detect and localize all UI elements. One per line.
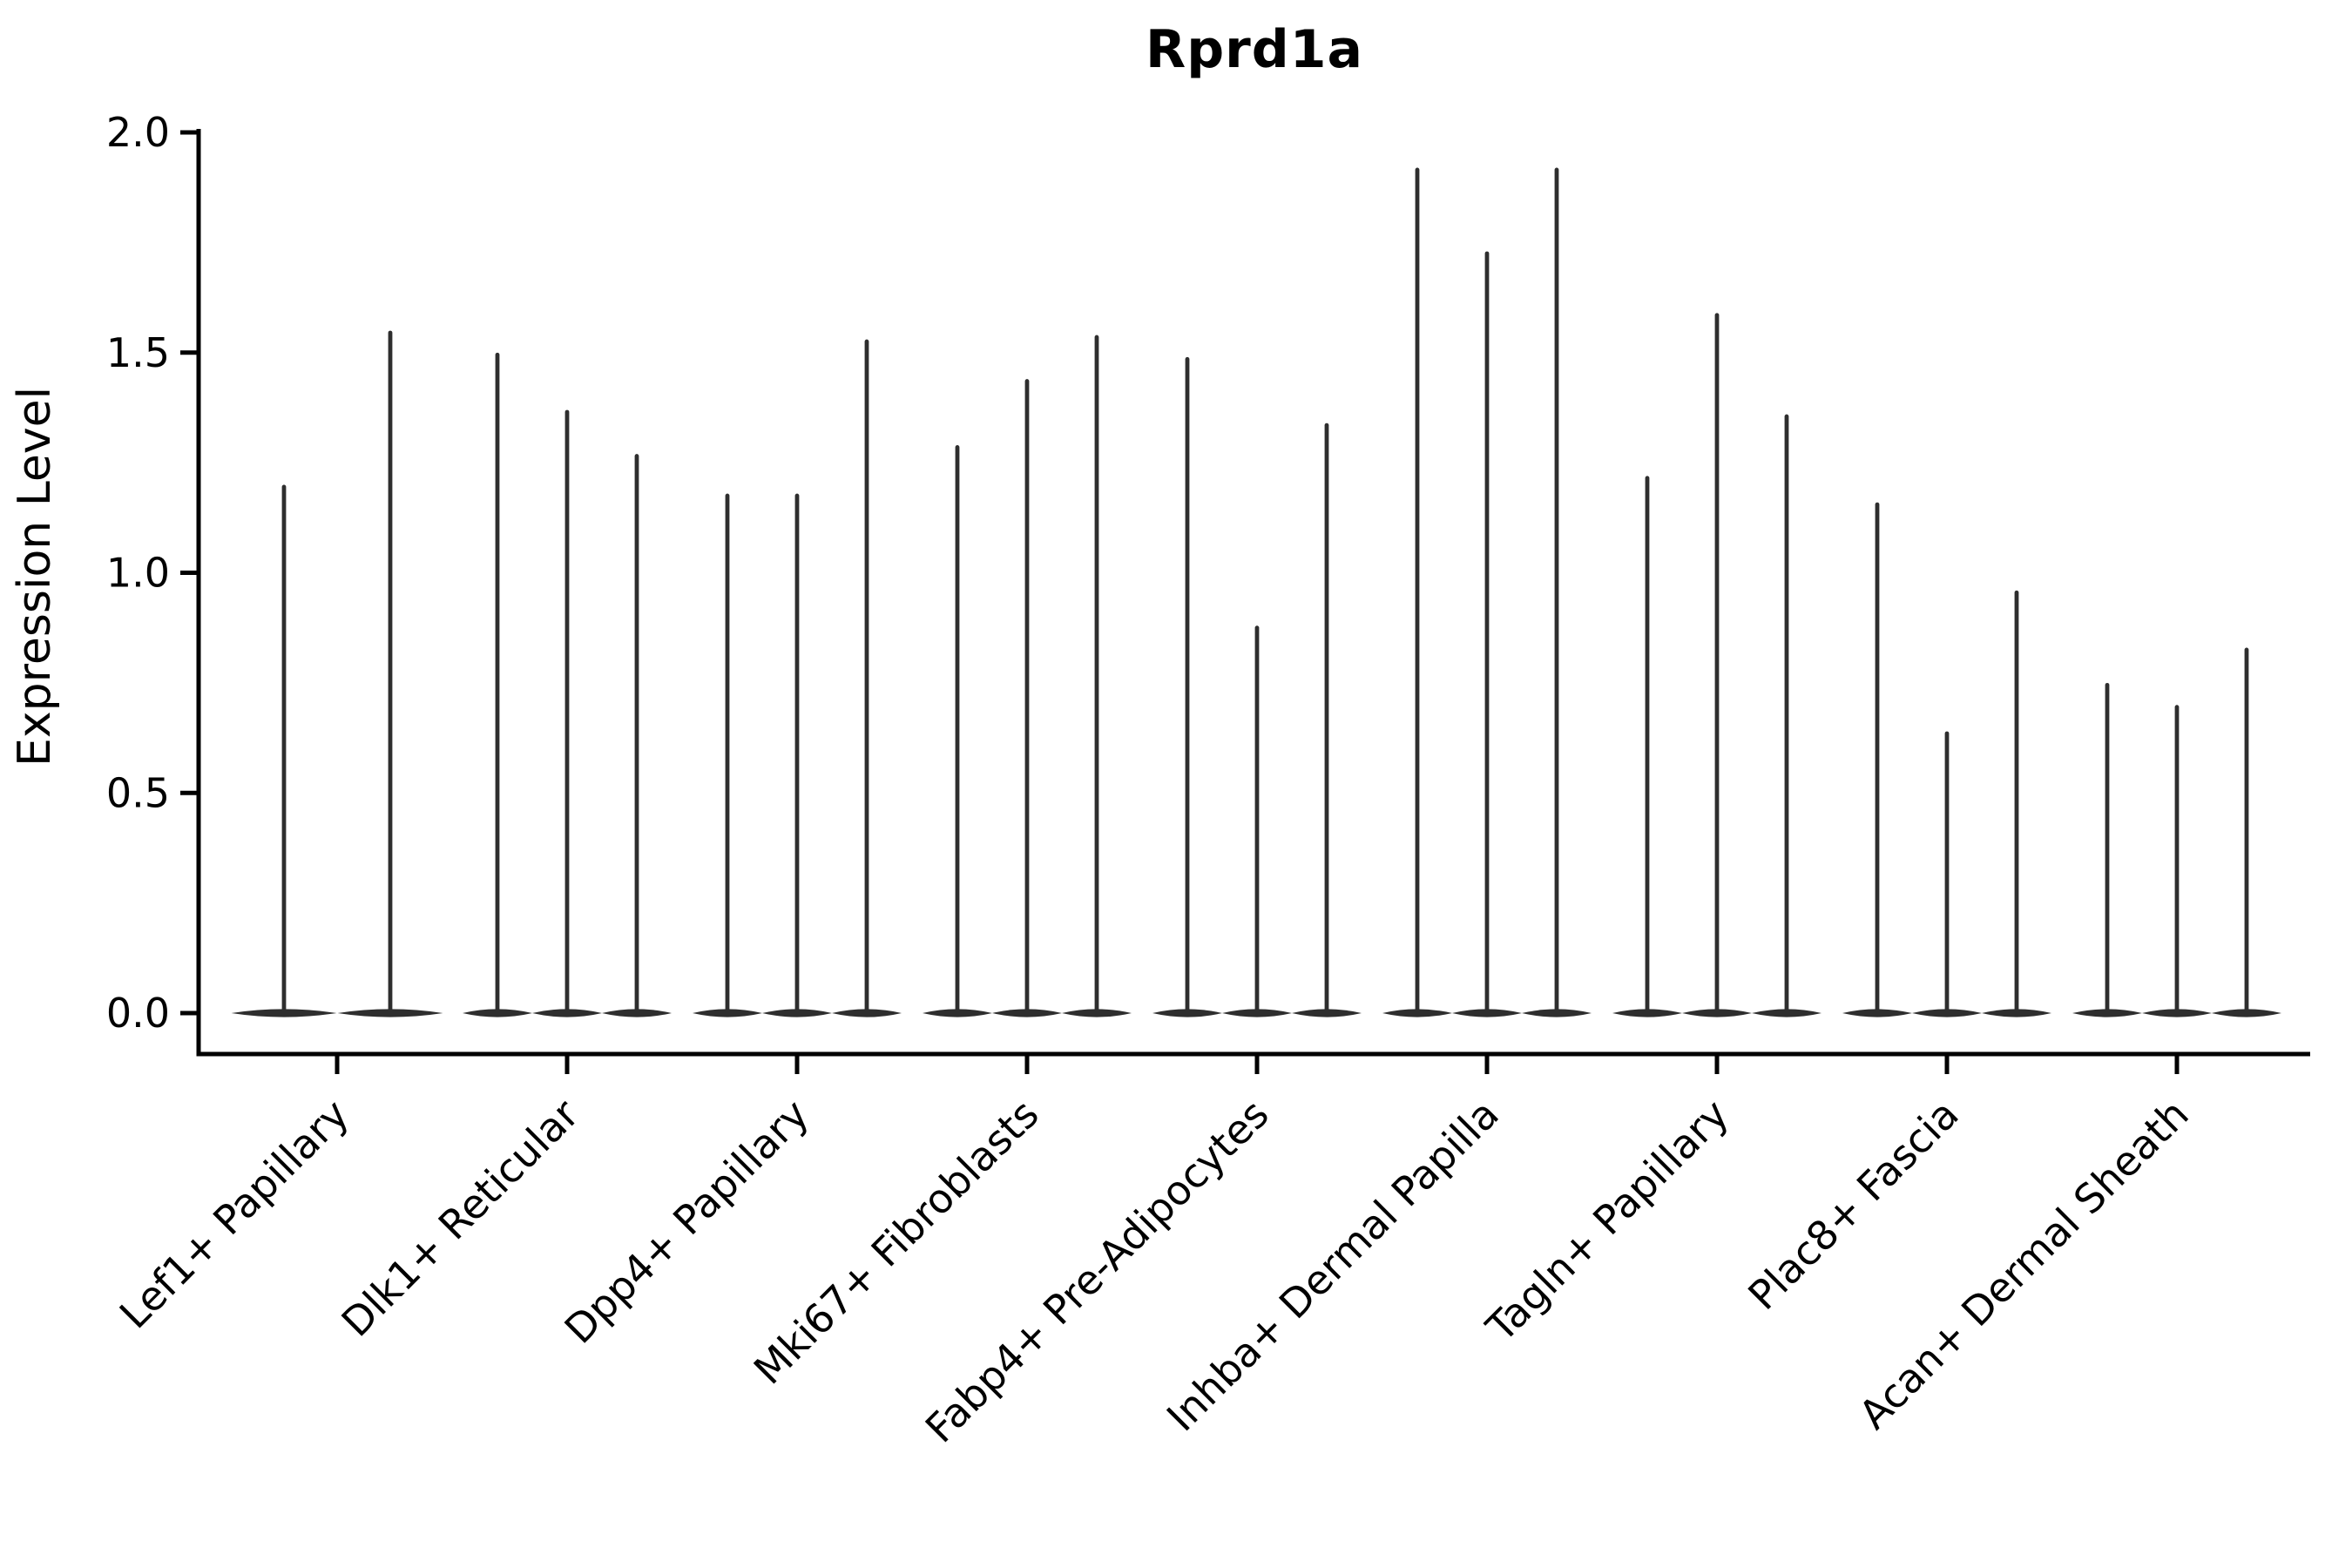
y-tick-label: 0.0 bbox=[106, 990, 170, 1037]
x-tick-label: Plac8+ Fascia bbox=[1739, 1091, 1967, 1319]
y-tick-label: 1.5 bbox=[106, 329, 170, 376]
y-axis-label: Expression Level bbox=[9, 386, 61, 767]
y-tick-label: 1.0 bbox=[106, 550, 170, 597]
y-tick-label: 0.5 bbox=[106, 769, 170, 816]
chart-title: Rprd1a bbox=[1146, 19, 1363, 80]
x-tick-label: Tagln+ Papillary bbox=[1477, 1091, 1738, 1352]
x-tick-label: Lef1+ Papillary bbox=[111, 1091, 358, 1338]
x-tick-label: Dlk1+ Reticular bbox=[333, 1091, 588, 1346]
y-tick-label: 2.0 bbox=[106, 109, 170, 156]
x-tick-label: Dpp4+ Papillary bbox=[556, 1091, 818, 1353]
